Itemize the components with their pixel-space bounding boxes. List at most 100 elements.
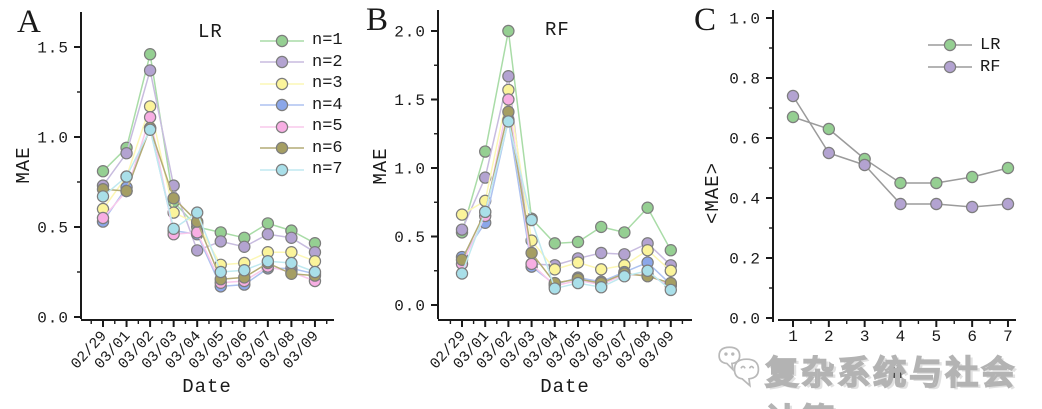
panel-a-y-axis: 0.0 0.5 1.0 1.5	[37, 12, 82, 328]
panel-b-series-n2-marker	[618, 248, 631, 261]
panel-c-y-tick-label: 1.0	[729, 11, 761, 29]
panel-c-series-lr-marker	[786, 110, 800, 124]
panel-c-series-lr-marker	[1001, 161, 1015, 175]
watermark-text: 复杂系统与社会计算	[765, 353, 1018, 409]
legend-item-label: n=2	[312, 52, 343, 72]
panel-c-x-tick-label: 1	[788, 328, 798, 346]
panel-b-series-n7-marker	[664, 283, 678, 297]
panel-b-corner-label: B	[366, 2, 389, 38]
panel-a-y-tick-label: 0.0	[37, 310, 69, 328]
legend-item-label: LR	[980, 35, 1001, 55]
panel-b-series-n6-marker	[525, 246, 538, 260]
panel-b-series-n1-marker	[664, 243, 678, 257]
legend-marker-icon	[260, 142, 304, 155]
legend-item-label: RF	[980, 57, 1001, 77]
panel-b-series-n7-marker	[525, 213, 538, 227]
legend-item-rf: RF	[927, 56, 1000, 78]
panel-a-y-tick-label: 0.5	[37, 220, 69, 238]
panel-a-series-n1-line	[102, 53, 316, 244]
panel-c-y-tick-label: 0.6	[729, 131, 761, 149]
legend-item-n5: n=5	[259, 116, 343, 138]
panel-b-y-tick-label: 2.0	[394, 24, 426, 42]
panel-a-y-tick-label: 1.5	[37, 40, 69, 58]
panel-c-y-axis: 0.0 0.2 0.4 0.6 0.8 1.0	[729, 10, 774, 329]
panel-c-series-lr-marker	[930, 176, 943, 190]
panel-a-series-n2-marker	[238, 240, 251, 253]
legend-marker-icon	[260, 56, 304, 69]
panel-c-y-tick-label: 0.4	[729, 191, 761, 209]
panel-a-series-n7-marker	[285, 256, 298, 270]
panel-a-series-n3-marker	[143, 100, 157, 113]
panel-b-series-n1-marker	[641, 201, 654, 214]
panel-c-series-rf-marker	[894, 197, 907, 211]
panel-c: 0.0 0.2 0.4 0.6 0.8 1.0 1 2 3 4 5 6 7	[729, 10, 1016, 346]
panel-a-series-n3-marker	[308, 255, 322, 268]
panel-a-series-n7-marker	[96, 190, 110, 203]
panel-b-series-n1-line	[461, 30, 672, 251]
panel-b-series-n7	[455, 115, 678, 297]
panel-b-series-n7-marker	[502, 115, 515, 128]
panel-a-series-n7-marker	[238, 264, 251, 277]
panel-b-series-n2-line	[461, 75, 672, 267]
panel-c-x-tick-label: 2	[824, 328, 834, 346]
panel-b-series-n7-marker	[479, 205, 492, 219]
panel-a-legend: n=1 n=2 n=3 n=4 n=5 n=6 n=7	[259, 30, 343, 181]
watermark: 复杂系统与社会计算	[714, 338, 1042, 409]
panel-a-series-n5-marker	[143, 110, 157, 124]
panel-b-series-n1-marker	[618, 226, 631, 239]
panel-b-series-n7-marker	[641, 264, 654, 277]
panel-a-series-n7-marker	[120, 170, 133, 183]
panel-b-y-axis: 0.0 0.5 1.0 1.5 2.0	[394, 10, 439, 319]
panel-b-y-tick-label: 0.5	[394, 229, 426, 247]
panel-c-x-tick-label: 6	[967, 328, 977, 346]
panel-c-x-tick-label: 3	[860, 328, 870, 346]
legend-item-n7: n=7	[259, 159, 343, 181]
panel-c-series-lr	[786, 110, 1015, 190]
panel-c-series-rf	[786, 89, 1015, 214]
panel-b-y-axis-label: MAE	[370, 147, 392, 185]
panel-a-series-n6-marker	[167, 191, 180, 205]
panel-a-series-n7-marker	[190, 206, 204, 219]
panel-c-series-rf-marker	[822, 146, 836, 160]
panel-b-series-n7-marker	[455, 267, 469, 280]
panel-b-series-n5-marker	[502, 93, 515, 106]
panel-c-series-rf-marker	[930, 197, 943, 211]
panel-b-series-n3-marker	[548, 263, 562, 276]
legend-item-n6: n=6	[259, 138, 343, 160]
panel-b-series-n4	[455, 113, 678, 291]
panel-a-series-n2-line	[102, 69, 316, 253]
panel-b-series-n7-marker	[548, 282, 562, 295]
panel-c-x-axis: 1 2 3 4 5 6 7	[778, 319, 1016, 346]
panel-a-series-n6-line	[102, 127, 316, 280]
panel-a-series-n2-marker	[120, 146, 133, 160]
panel-b-series-n6-line	[461, 111, 672, 284]
panel-a-y-tick-label: 1.0	[37, 130, 69, 148]
panel-a-series-n7-marker	[261, 255, 275, 268]
legend-item-n1: n=1	[259, 30, 343, 52]
panel-b-series-n1-marker	[548, 237, 562, 250]
panel-a-title: LR	[198, 21, 223, 43]
panel-a-x-axis: 02/2903/0103/0203/0303/0403/0503/0603/07…	[68, 319, 334, 373]
panel-b-series-n2-marker	[595, 246, 608, 260]
panel-a-series-n2	[96, 64, 322, 259]
panel-b-series-n1-marker	[595, 220, 608, 234]
panel-a-series-n6-marker	[285, 267, 298, 280]
panel-b-series-n7-line	[461, 120, 672, 291]
panel-a-series-n1-marker	[261, 217, 275, 230]
panel-a-series-n7	[96, 123, 322, 279]
panel-b-series-n7-marker	[618, 270, 631, 283]
panel-a-series-n2-marker	[143, 64, 157, 77]
panel-b-series-n7-marker	[595, 280, 608, 294]
legend-marker-icon	[260, 99, 304, 112]
legend-item-label: n=4	[312, 95, 343, 115]
panel-c-x-tick-label: 4	[896, 328, 906, 346]
chat-bubbles-icon	[718, 346, 760, 388]
panel-a-series-n3-marker	[285, 245, 298, 259]
panel-b-y-tick-label: 1.0	[394, 161, 426, 179]
panel-b-series-n7-marker	[571, 276, 585, 290]
legend-marker-icon	[260, 77, 304, 90]
panel-c-series-lr-marker	[965, 170, 979, 184]
panel-c-y-tick-label: 0.2	[729, 251, 761, 269]
